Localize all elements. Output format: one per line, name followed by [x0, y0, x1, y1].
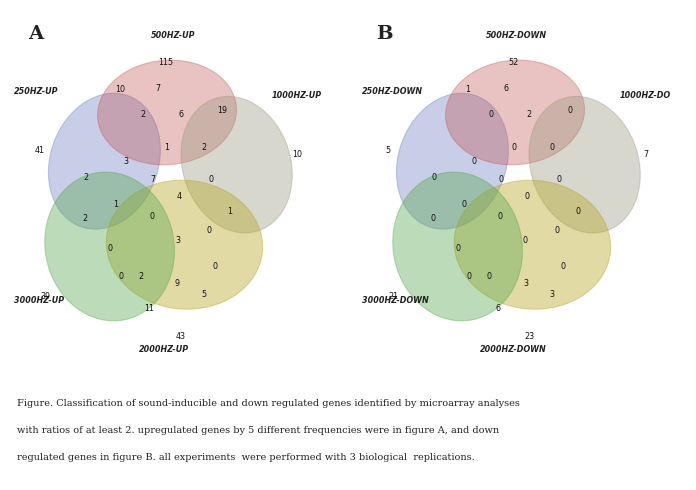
Text: 0: 0: [488, 110, 493, 119]
Text: 0: 0: [461, 200, 466, 209]
Ellipse shape: [529, 97, 640, 233]
Text: 3: 3: [523, 279, 528, 288]
Text: 0: 0: [466, 271, 472, 281]
Text: 11: 11: [145, 304, 155, 313]
Ellipse shape: [97, 60, 237, 165]
Text: 2: 2: [83, 214, 88, 223]
Text: 7: 7: [643, 150, 648, 159]
Text: 2: 2: [139, 272, 144, 281]
Text: 39: 39: [40, 293, 50, 301]
Text: 3: 3: [549, 290, 554, 298]
Text: 0: 0: [107, 245, 112, 253]
Text: 5: 5: [386, 146, 390, 155]
Text: 10: 10: [292, 150, 303, 159]
Text: 4: 4: [177, 192, 182, 201]
Text: regulated genes in figure B. all experiments  were performed with 3 biological  : regulated genes in figure B. all experim…: [17, 453, 475, 462]
Text: 0: 0: [560, 262, 566, 271]
Ellipse shape: [454, 180, 610, 309]
Text: 21: 21: [388, 293, 398, 301]
Text: 0: 0: [549, 144, 554, 152]
Text: Figure. Classification of sound-inducible and down regulated genes identified by: Figure. Classification of sound-inducibl…: [17, 399, 521, 408]
Text: 2: 2: [84, 173, 89, 182]
Text: 500HZ-UP: 500HZ-UP: [152, 31, 196, 40]
Text: 250HZ-UP: 250HZ-UP: [14, 87, 58, 96]
Text: B: B: [376, 25, 393, 44]
Text: 3000HZ-DOWN: 3000HZ-DOWN: [362, 296, 429, 305]
Text: 0: 0: [455, 245, 460, 253]
Text: 1: 1: [466, 85, 470, 95]
Text: 0: 0: [554, 225, 560, 235]
Text: 19: 19: [217, 106, 227, 115]
Ellipse shape: [45, 172, 175, 321]
Ellipse shape: [393, 172, 523, 321]
Text: 0: 0: [471, 157, 477, 167]
Text: 9: 9: [175, 279, 180, 288]
Text: 0: 0: [523, 236, 528, 245]
Text: A: A: [28, 25, 43, 44]
Text: 6: 6: [504, 84, 509, 93]
Text: 1000HZ-DO: 1000HZ-DO: [619, 91, 670, 99]
Text: 1: 1: [113, 200, 118, 209]
Text: 0: 0: [498, 175, 504, 184]
Text: 0: 0: [556, 175, 561, 184]
Text: 115: 115: [158, 57, 173, 67]
Text: 0: 0: [118, 271, 124, 281]
Ellipse shape: [445, 60, 585, 165]
Text: 2: 2: [526, 110, 532, 119]
Text: 6: 6: [495, 304, 500, 313]
Text: 52: 52: [508, 57, 519, 67]
Text: 0: 0: [212, 262, 218, 271]
Text: 2000HZ-UP: 2000HZ-UP: [139, 344, 189, 354]
Text: 0: 0: [567, 106, 573, 115]
Text: 500HZ-DOWN: 500HZ-DOWN: [486, 31, 546, 40]
Text: 0: 0: [150, 212, 155, 221]
Text: 41: 41: [35, 146, 45, 155]
Text: 0: 0: [487, 272, 492, 281]
Text: 1: 1: [164, 144, 169, 152]
Text: 6: 6: [178, 110, 184, 119]
Text: 0: 0: [512, 144, 517, 152]
Text: 2: 2: [201, 144, 206, 152]
Text: 0: 0: [525, 192, 530, 201]
Text: 0: 0: [206, 225, 212, 235]
Ellipse shape: [49, 93, 160, 229]
Text: 2: 2: [140, 110, 145, 119]
Ellipse shape: [181, 97, 292, 233]
Text: 0: 0: [208, 175, 213, 184]
Text: 0: 0: [432, 173, 437, 182]
Text: 1: 1: [227, 207, 232, 216]
Text: 3: 3: [123, 157, 129, 167]
Ellipse shape: [106, 180, 262, 309]
Text: 5: 5: [201, 290, 206, 298]
Text: 23: 23: [524, 332, 534, 342]
Text: 10: 10: [115, 85, 125, 95]
Text: 0: 0: [498, 212, 503, 221]
Ellipse shape: [397, 93, 508, 229]
Text: 3: 3: [175, 236, 180, 245]
Text: 250HZ-DOWN: 250HZ-DOWN: [362, 87, 423, 96]
Text: with ratios of at least 2. upregulated genes by 5 different frequencies were in : with ratios of at least 2. upregulated g…: [17, 426, 500, 435]
Text: 3000HZ-UP: 3000HZ-UP: [14, 296, 64, 305]
Text: 2000HZ-DOWN: 2000HZ-DOWN: [480, 344, 547, 354]
Text: 7: 7: [150, 175, 156, 184]
Text: 0: 0: [575, 207, 580, 216]
Text: 1000HZ-UP: 1000HZ-UP: [271, 91, 322, 99]
Text: 7: 7: [156, 84, 161, 93]
Text: 43: 43: [176, 332, 186, 342]
Text: 0: 0: [431, 214, 436, 223]
